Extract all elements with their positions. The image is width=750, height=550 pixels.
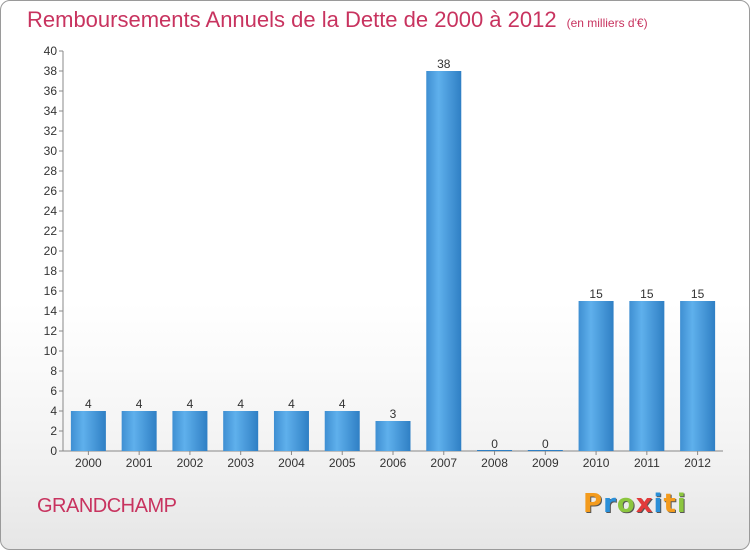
y-tick-label: 30 bbox=[44, 144, 58, 158]
bar-2005 bbox=[324, 411, 360, 451]
logo-letter: t bbox=[663, 489, 677, 519]
x-tick-label: 2000 bbox=[75, 456, 102, 470]
logo-letter: x bbox=[635, 489, 654, 519]
y-tick-label: 14 bbox=[44, 304, 58, 318]
bar-2007 bbox=[426, 71, 462, 451]
bar-2004 bbox=[273, 411, 309, 451]
bar-2002 bbox=[172, 411, 208, 451]
x-tick-label: 2005 bbox=[329, 456, 356, 470]
x-tick-label: 2011 bbox=[634, 456, 660, 470]
proxiti-logo: Proxiti bbox=[583, 489, 687, 519]
y-tick-label: 4 bbox=[50, 404, 57, 418]
x-tick-label: 2012 bbox=[684, 456, 711, 470]
chart-bars: 4 4 4 4 4 4 3 38 0 0 15 15 15 bbox=[70, 57, 716, 451]
x-tick-label: 2010 bbox=[583, 456, 610, 470]
logo-letter: o bbox=[616, 489, 636, 519]
y-tick-label: 2 bbox=[50, 424, 57, 438]
bar-2008 bbox=[477, 450, 513, 451]
logo-letter: r bbox=[603, 489, 617, 519]
y-tick-label: 12 bbox=[44, 324, 58, 338]
bar-value-label: 0 bbox=[542, 437, 549, 451]
bar-2001 bbox=[121, 411, 157, 451]
bar-value-label: 4 bbox=[339, 397, 346, 411]
y-tick-label: 22 bbox=[44, 224, 58, 238]
y-tick-label: 24 bbox=[44, 204, 58, 218]
y-tick-label: 16 bbox=[44, 284, 58, 298]
bar-2003 bbox=[223, 411, 259, 451]
y-tick-label: 20 bbox=[44, 244, 58, 258]
logo-letter: P bbox=[583, 489, 604, 519]
bar-value-label: 3 bbox=[390, 407, 397, 421]
y-tick-label: 34 bbox=[44, 104, 58, 118]
bar-2006 bbox=[375, 421, 411, 451]
y-tick-label: 26 bbox=[44, 184, 58, 198]
bar-value-label: 38 bbox=[437, 57, 451, 71]
chart-subtitle: (en milliers d'€) bbox=[566, 16, 648, 30]
bar-2012 bbox=[680, 301, 716, 451]
x-tick-label: 2008 bbox=[481, 456, 508, 470]
bar-2010 bbox=[578, 301, 614, 451]
y-tick-label: 38 bbox=[44, 64, 58, 78]
logo-letter: i bbox=[676, 489, 687, 519]
bar-value-label: 0 bbox=[491, 437, 498, 451]
chart-title-text: Remboursements Annuels de la Dette de 20… bbox=[27, 7, 557, 32]
x-tick-label: 2001 bbox=[126, 456, 153, 470]
bar-value-label: 4 bbox=[237, 397, 244, 411]
bar-value-label: 15 bbox=[640, 287, 654, 301]
y-tick-label: 28 bbox=[44, 164, 58, 178]
y-tick-label: 6 bbox=[50, 384, 57, 398]
x-tick-label: 2007 bbox=[430, 456, 457, 470]
x-tick-label: 2006 bbox=[380, 456, 407, 470]
bar-value-label: 4 bbox=[288, 397, 295, 411]
chart-title: Remboursements Annuels de la Dette de 20… bbox=[27, 7, 648, 33]
y-tick-label: 10 bbox=[44, 344, 58, 358]
bar-2000 bbox=[70, 411, 106, 451]
bar-2009 bbox=[527, 450, 563, 451]
y-tick-label: 40 bbox=[44, 44, 58, 58]
y-tick-label: 8 bbox=[50, 364, 57, 378]
bar-value-label: 4 bbox=[85, 397, 92, 411]
y-tick-label: 0 bbox=[50, 444, 57, 458]
bar-value-label: 15 bbox=[589, 287, 603, 301]
y-tick-label: 36 bbox=[44, 84, 58, 98]
town-name: GRANDCHAMP bbox=[37, 495, 177, 517]
x-tick-label: 2004 bbox=[278, 456, 305, 470]
bar-value-label: 4 bbox=[136, 397, 143, 411]
x-tick-label: 2003 bbox=[227, 456, 254, 470]
chart-axes: 0246810121416182022242628303234363840200… bbox=[44, 44, 723, 470]
bar-value-label: 15 bbox=[691, 287, 705, 301]
x-tick-label: 2009 bbox=[532, 456, 559, 470]
logo-letter: i bbox=[653, 489, 664, 519]
y-tick-label: 18 bbox=[44, 264, 58, 278]
x-tick-label: 2002 bbox=[177, 456, 204, 470]
bar-value-label: 4 bbox=[187, 397, 194, 411]
bar-2011 bbox=[629, 301, 665, 451]
y-tick-label: 32 bbox=[44, 124, 58, 138]
